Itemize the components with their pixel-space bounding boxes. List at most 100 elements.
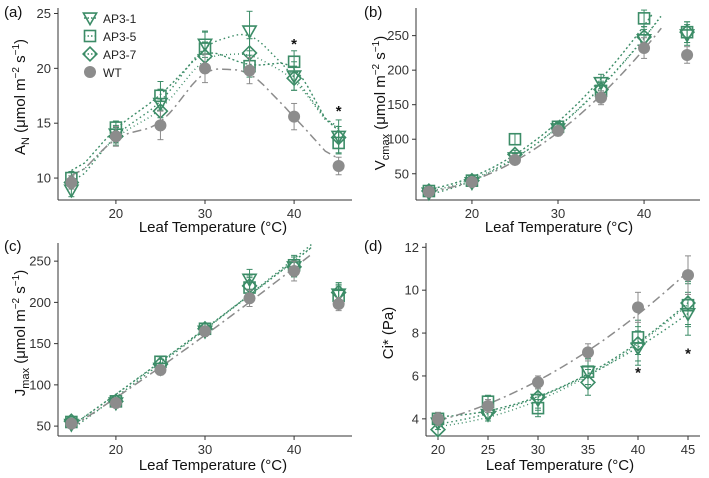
x-tick-label: 30 bbox=[198, 442, 212, 457]
x-tick-label: 20 bbox=[431, 442, 445, 457]
y-tick-label: 6 bbox=[412, 368, 419, 383]
trend-line-ap3-1 bbox=[70, 243, 313, 431]
panel-d-label: (d) bbox=[364, 238, 382, 255]
y-tick-label: 250 bbox=[387, 28, 409, 43]
significance-star: * bbox=[336, 103, 342, 120]
data-point-wt bbox=[154, 119, 167, 132]
y-tick-label: 12 bbox=[405, 240, 419, 255]
data-point-ap3-7 bbox=[679, 24, 696, 41]
y-tick-label: 100 bbox=[29, 377, 51, 392]
legend-marker-ap3-5 bbox=[83, 29, 97, 43]
panel-c: (c) Jmax (μmol m−2 s−1) Leaf Temperature… bbox=[4, 238, 287, 474]
y-tick-label: 50 bbox=[395, 166, 409, 181]
data-point-wt bbox=[288, 265, 301, 278]
data-point-ap3-7 bbox=[529, 389, 547, 406]
trend-line-ap3-5 bbox=[437, 302, 689, 418]
legend-marker-ap3-7 bbox=[81, 45, 99, 63]
y-tick-label: 15 bbox=[37, 116, 51, 131]
x-tick-label: 30 bbox=[551, 206, 565, 221]
y-tick-label: 150 bbox=[29, 336, 51, 351]
data-point-ap3-7 bbox=[429, 421, 447, 438]
significance-star: * bbox=[685, 345, 691, 362]
data-point-wt bbox=[109, 397, 122, 410]
data-point-wt bbox=[582, 346, 594, 359]
y-tick-label: 8 bbox=[412, 326, 419, 341]
x-tick-label: 30 bbox=[198, 206, 212, 221]
trend-line-ap3-5 bbox=[428, 13, 654, 190]
x-tick-label: 30 bbox=[531, 442, 545, 457]
trend-line-wt bbox=[428, 27, 662, 193]
data-point-wt bbox=[65, 176, 78, 189]
data-point-wt bbox=[199, 325, 211, 338]
data-point-wt bbox=[682, 269, 694, 282]
data-point-wt bbox=[432, 412, 444, 425]
data-point-wt bbox=[595, 91, 608, 104]
data-point-ap3-1 bbox=[593, 76, 610, 91]
y-tick-label: 200 bbox=[387, 63, 409, 78]
data-point-wt bbox=[632, 301, 644, 314]
data-point-wt bbox=[532, 376, 544, 389]
panel-a-label: (a) bbox=[4, 4, 22, 21]
data-point-wt bbox=[332, 298, 345, 311]
trend-line-ap3-1 bbox=[428, 15, 662, 196]
trend-line-ap3-7 bbox=[70, 246, 313, 427]
data-point-ap3-1 bbox=[241, 273, 258, 288]
significance-star: * bbox=[635, 365, 641, 382]
panel-b: (b) Vcmax (μmol m−2 s−1) Leaf Temperatur… bbox=[364, 4, 633, 236]
panel-a-y-axis-title: AN (μmol m−2 s−1) bbox=[11, 39, 32, 155]
data-point-ap3-5 bbox=[637, 12, 651, 25]
data-point-wt bbox=[422, 185, 435, 198]
data-point-ap3-7 bbox=[330, 129, 347, 146]
data-point-ap3-7 bbox=[629, 335, 647, 352]
panel-d-y-axis-title: Ci* (Pa) bbox=[380, 307, 397, 360]
legend-label-wt: WT bbox=[103, 66, 122, 80]
y-tick-label: 200 bbox=[29, 295, 51, 310]
x-tick-label: 20 bbox=[109, 442, 123, 457]
data-point-ap3-7 bbox=[679, 295, 697, 312]
data-point-wt bbox=[243, 64, 256, 77]
y-tick-label: 150 bbox=[387, 97, 409, 112]
data-point-ap3-7 bbox=[479, 404, 497, 421]
data-point-wt bbox=[681, 48, 694, 61]
data-point-wt bbox=[154, 364, 167, 377]
plot-area-2: 20 30 40 50 100 150 200 250 bbox=[29, 243, 352, 457]
x-tick-label: 20 bbox=[465, 206, 479, 221]
y-tick-label: 50 bbox=[37, 419, 51, 434]
y-tick-label: 20 bbox=[37, 61, 51, 76]
data-point-ap3-5 bbox=[508, 132, 522, 146]
data-point-wt bbox=[109, 130, 122, 143]
trend-line-ap3-1 bbox=[437, 312, 689, 425]
legend-label-ap3-1: AP3-1 bbox=[103, 12, 137, 26]
data-point-wt bbox=[508, 153, 521, 166]
panel-c-y-axis-title: Jmax (μmol m−2 s−1) bbox=[11, 270, 32, 396]
legend-marker-ap3-1 bbox=[82, 12, 98, 27]
data-point-ap3-7 bbox=[579, 374, 597, 391]
panel-d: (d) Ci* (Pa) Leaf Temperature (°C) bbox=[364, 238, 634, 474]
x-tick-label: 40 bbox=[287, 206, 301, 221]
trend-line-wt bbox=[437, 271, 689, 422]
plot-area-0: 20 30 40 10 15 20 25 * * bbox=[37, 6, 352, 221]
data-point-wt bbox=[65, 417, 78, 430]
data-point-wt bbox=[482, 399, 494, 412]
panel-b-label: (b) bbox=[364, 4, 382, 21]
panel-b-x-axis-title: Leaf Temperature (°C) bbox=[485, 219, 633, 236]
y-tick-label: 25 bbox=[37, 6, 51, 21]
data-point-wt bbox=[288, 110, 301, 123]
data-point-wt bbox=[243, 292, 256, 305]
trend-line-ap3-7 bbox=[428, 15, 662, 192]
x-tick-label: 25 bbox=[481, 442, 495, 457]
panel-a-x-axis-title: Leaf Temperature (°C) bbox=[139, 219, 287, 236]
legend: AP3-1 AP3-5 AP3-7 WT bbox=[81, 12, 137, 80]
x-tick-label: 40 bbox=[631, 442, 645, 457]
panel-c-x-axis-title: Leaf Temperature (°C) bbox=[139, 457, 287, 474]
y-tick-label: 10 bbox=[37, 171, 51, 186]
plot-area-1: 20 30 40 50 100 150 200 250 bbox=[387, 8, 700, 221]
panel-d-x-axis-title: Leaf Temperature (°C) bbox=[486, 457, 634, 474]
x-tick-label: 40 bbox=[287, 442, 301, 457]
legend-label-ap3-7: AP3-7 bbox=[103, 48, 137, 62]
y-tick-label: 100 bbox=[387, 132, 409, 147]
data-point-wt bbox=[332, 159, 345, 172]
significance-star: * bbox=[291, 36, 297, 53]
data-point-wt bbox=[638, 42, 651, 55]
